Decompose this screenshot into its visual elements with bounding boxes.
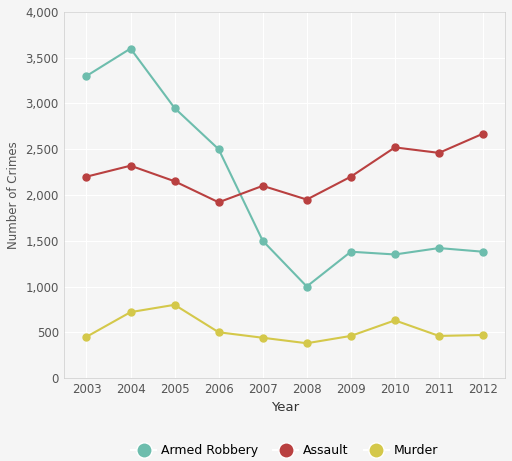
Assault	[480, 131, 486, 136]
Murder	[83, 334, 90, 340]
Armed Robbery	[260, 238, 266, 243]
Armed Robbery	[83, 73, 90, 79]
Assault	[392, 145, 398, 150]
Line: Assault: Assault	[83, 130, 486, 206]
Assault	[348, 174, 354, 179]
Armed Robbery	[392, 252, 398, 257]
Assault	[436, 150, 442, 156]
Murder	[480, 332, 486, 338]
Line: Armed Robbery: Armed Robbery	[83, 45, 486, 290]
Murder	[436, 333, 442, 339]
Line: Murder: Murder	[83, 301, 486, 347]
Murder	[304, 341, 310, 346]
Assault	[260, 183, 266, 189]
Assault	[304, 197, 310, 202]
Legend: Armed Robbery, Assault, Murder: Armed Robbery, Assault, Murder	[126, 439, 443, 461]
Assault	[127, 163, 134, 168]
Assault	[83, 174, 90, 179]
Murder	[392, 318, 398, 323]
Armed Robbery	[304, 284, 310, 289]
Armed Robbery	[480, 249, 486, 254]
Murder	[216, 330, 222, 335]
Murder	[348, 333, 354, 339]
Murder	[127, 309, 134, 315]
Y-axis label: Number of Crimes: Number of Crimes	[7, 141, 20, 249]
Murder	[172, 302, 178, 307]
Armed Robbery	[436, 245, 442, 251]
Armed Robbery	[127, 46, 134, 51]
Armed Robbery	[172, 105, 178, 111]
Assault	[172, 178, 178, 184]
Armed Robbery	[348, 249, 354, 254]
Armed Robbery	[216, 147, 222, 152]
Assault	[216, 200, 222, 205]
X-axis label: Year: Year	[271, 402, 299, 414]
Murder	[260, 335, 266, 341]
